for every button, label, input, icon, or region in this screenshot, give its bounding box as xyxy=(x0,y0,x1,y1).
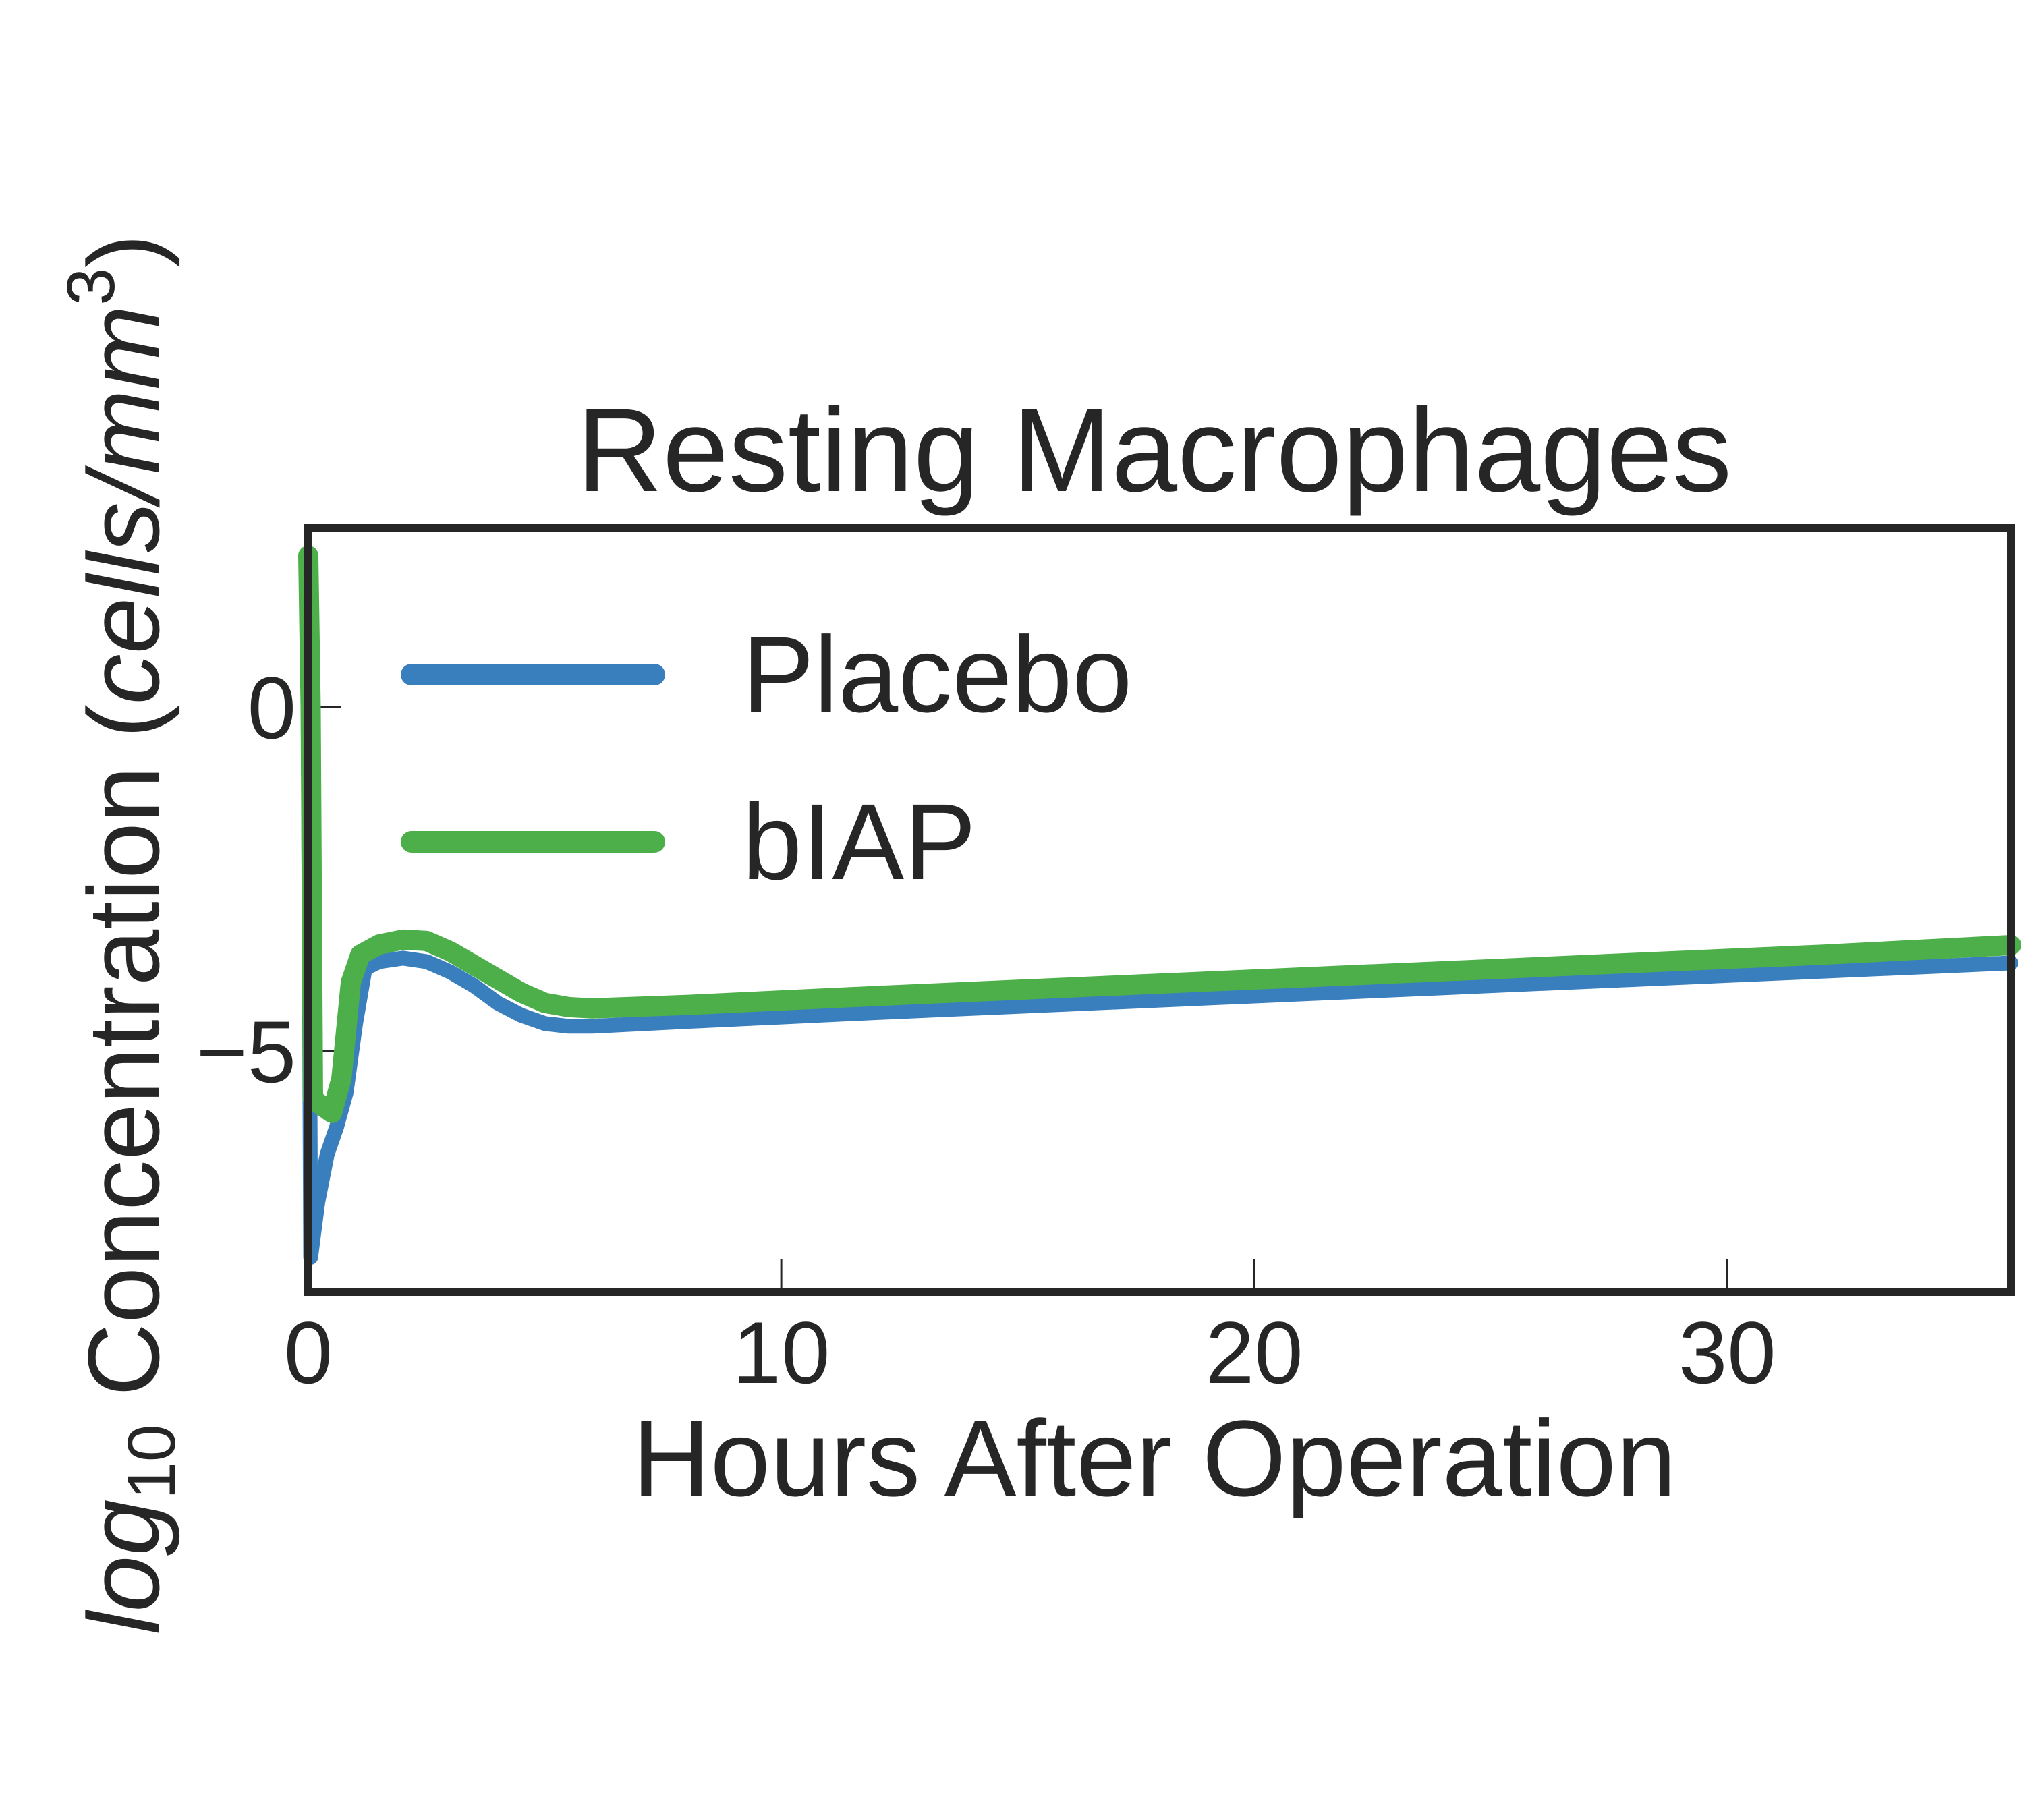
legend-label: Placebo xyxy=(742,614,1132,735)
series-lines xyxy=(298,545,2021,1265)
y-label-unit: cells/mm xyxy=(67,306,180,705)
series-line-placebo xyxy=(301,700,2018,1265)
y-axis-label: log10 Concentration (cells/mm3) xyxy=(53,234,190,1634)
series-line-biap xyxy=(298,545,2021,1123)
y-label-mid: Concentration ( xyxy=(67,704,180,1424)
y-tick-label: 0 xyxy=(248,658,296,757)
x-tick-label: 30 xyxy=(1678,1303,1776,1402)
x-axis-label: Hours After Operation xyxy=(632,1398,1676,1518)
y-label-log: log xyxy=(67,1500,180,1634)
y-tick-label: −5 xyxy=(196,1002,296,1101)
y-label-sup: 3 xyxy=(53,268,129,306)
x-tick-label: 20 xyxy=(1206,1303,1303,1402)
legend-label: bIAP xyxy=(742,781,976,902)
x-tick-label: 0 xyxy=(284,1303,333,1402)
plot-frame xyxy=(304,524,2015,1296)
legend: Placebo bIAP xyxy=(401,614,1132,902)
ticks: 0 10 20 30 0 −5 xyxy=(196,658,1776,1402)
y-label-close: ) xyxy=(67,234,180,268)
y-label-sub: 10 xyxy=(114,1425,190,1500)
chart-title: Resting Macrophages xyxy=(577,385,1732,517)
x-tick-label: 10 xyxy=(733,1303,830,1402)
